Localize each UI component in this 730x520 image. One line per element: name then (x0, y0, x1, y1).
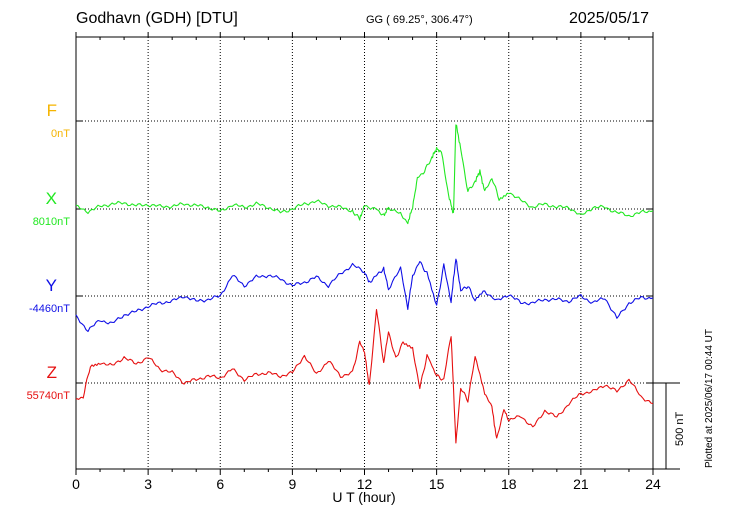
scale-bar: 500 nT (653, 382, 686, 470)
series-baseline-z: 55740nT (27, 390, 71, 402)
x-tick-label: 18 (501, 476, 517, 492)
x-tick-label: 24 (645, 476, 661, 492)
x-tick-labels: 0 3 6 9 12 15 18 21 24 (72, 476, 661, 492)
x-tick-label: 3 (144, 476, 152, 492)
series-line-z (75, 309, 654, 444)
x-tick-label: 0 (72, 476, 80, 492)
x-tick-label: 15 (429, 476, 445, 492)
series-name-f: F (47, 101, 57, 120)
series-labels: F 0nT X 8010nT Y -4460nT Z 55740nT (27, 101, 71, 402)
station-title: Godhavn (GDH) [DTU] (76, 10, 238, 27)
series-lines (75, 124, 654, 444)
date-label: 2025/05/17 (569, 10, 650, 27)
scale-bar-label: 500 nT (674, 411, 686, 446)
x-tick-label: 12 (357, 476, 373, 492)
series-name-z: Z (47, 363, 57, 382)
geographic-coordinates: GG ( 69.25°, 306.47°) (366, 14, 473, 26)
series-line-y (75, 258, 654, 333)
series-baseline-y: -4460nT (29, 303, 70, 315)
x-tick-label: 6 (216, 476, 224, 492)
series-line-x (75, 124, 654, 225)
x-tick-label: 21 (573, 476, 589, 492)
series-baseline-f: 0nT (51, 128, 70, 140)
series-name-y: Y (46, 276, 57, 295)
x-tick-label: 9 (288, 476, 296, 492)
grid-lines (76, 37, 653, 469)
x-axis-label: U T (hour) (332, 489, 395, 505)
series-name-x: X (46, 189, 57, 208)
series-baseline-x: 8010nT (33, 216, 71, 228)
